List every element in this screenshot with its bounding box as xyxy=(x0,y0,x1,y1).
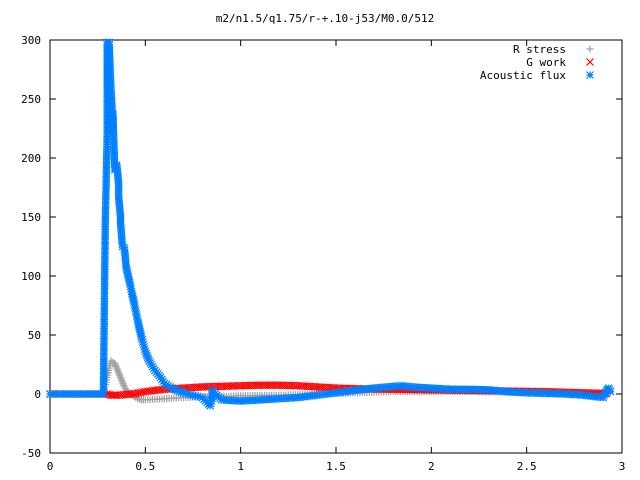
data-point xyxy=(175,387,184,396)
y-tick-label: 0 xyxy=(34,388,41,401)
data-point xyxy=(206,399,215,408)
data-point xyxy=(116,372,124,380)
data-point xyxy=(118,378,126,386)
data-point xyxy=(143,353,152,362)
x-tick-label: 0.5 xyxy=(135,460,155,473)
data-point xyxy=(144,355,153,363)
data-point xyxy=(139,340,148,349)
data-point xyxy=(142,349,151,358)
x-tick-label: 1.5 xyxy=(326,460,346,473)
data-point xyxy=(170,385,178,394)
x-tick-label: 3 xyxy=(619,460,626,473)
data-point xyxy=(115,369,123,377)
data-point xyxy=(120,381,128,389)
y-tick-label: 300 xyxy=(21,34,41,47)
series-acoustic-flux xyxy=(46,38,615,410)
data-point xyxy=(117,373,125,381)
legend-marker-icon xyxy=(586,71,594,79)
y-tick-label: 200 xyxy=(21,152,41,165)
data-point xyxy=(114,367,122,375)
legend-label: R stress xyxy=(513,43,566,56)
x-axis: 0 0.5 1 1.5 2 2.5 3 xyxy=(47,40,626,473)
data-point xyxy=(138,338,147,347)
data-point xyxy=(113,366,121,374)
data-point xyxy=(606,387,615,396)
data-point xyxy=(111,361,119,369)
x-tick-label: 0 xyxy=(47,460,54,473)
data-point xyxy=(173,386,182,395)
data-point xyxy=(107,391,115,400)
data-point xyxy=(206,401,215,410)
data-point xyxy=(140,345,149,354)
y-tick-label: 50 xyxy=(28,329,41,342)
x-tick-label: 1 xyxy=(237,460,244,473)
legend-label: G work xyxy=(526,56,566,69)
data-point xyxy=(141,347,150,356)
x-tick-label: 2 xyxy=(428,460,435,473)
data-point xyxy=(112,362,120,370)
data-point xyxy=(115,370,123,378)
data-point xyxy=(108,391,117,400)
y-tick-label: 150 xyxy=(21,211,41,224)
legend-label: Acoustic flux xyxy=(480,69,566,82)
data-point xyxy=(117,375,125,383)
data-point xyxy=(140,342,148,351)
data-point xyxy=(171,386,180,394)
data-point xyxy=(113,364,121,372)
y-tick-label: -50 xyxy=(21,447,41,460)
data-point xyxy=(207,397,216,406)
data-point xyxy=(111,359,119,367)
data-point xyxy=(138,335,147,344)
y-tick-label: 250 xyxy=(21,93,41,106)
data-point xyxy=(119,380,127,388)
legend-marker-icon xyxy=(586,45,594,53)
legend-marker-icon xyxy=(586,58,594,66)
y-axis: -50 0 50 100 150 200 250 300 xyxy=(21,34,622,460)
data-point xyxy=(137,333,146,342)
y-tick-label: 100 xyxy=(21,270,41,283)
chart-title: m2/n1.5/q1.75/r-+.10-j53/M0.0/512 xyxy=(216,12,435,25)
data-point xyxy=(118,377,126,385)
x-tick-label: 2.5 xyxy=(517,460,537,473)
data-point xyxy=(177,388,186,397)
data-series xyxy=(46,38,615,410)
data-point xyxy=(142,351,151,360)
